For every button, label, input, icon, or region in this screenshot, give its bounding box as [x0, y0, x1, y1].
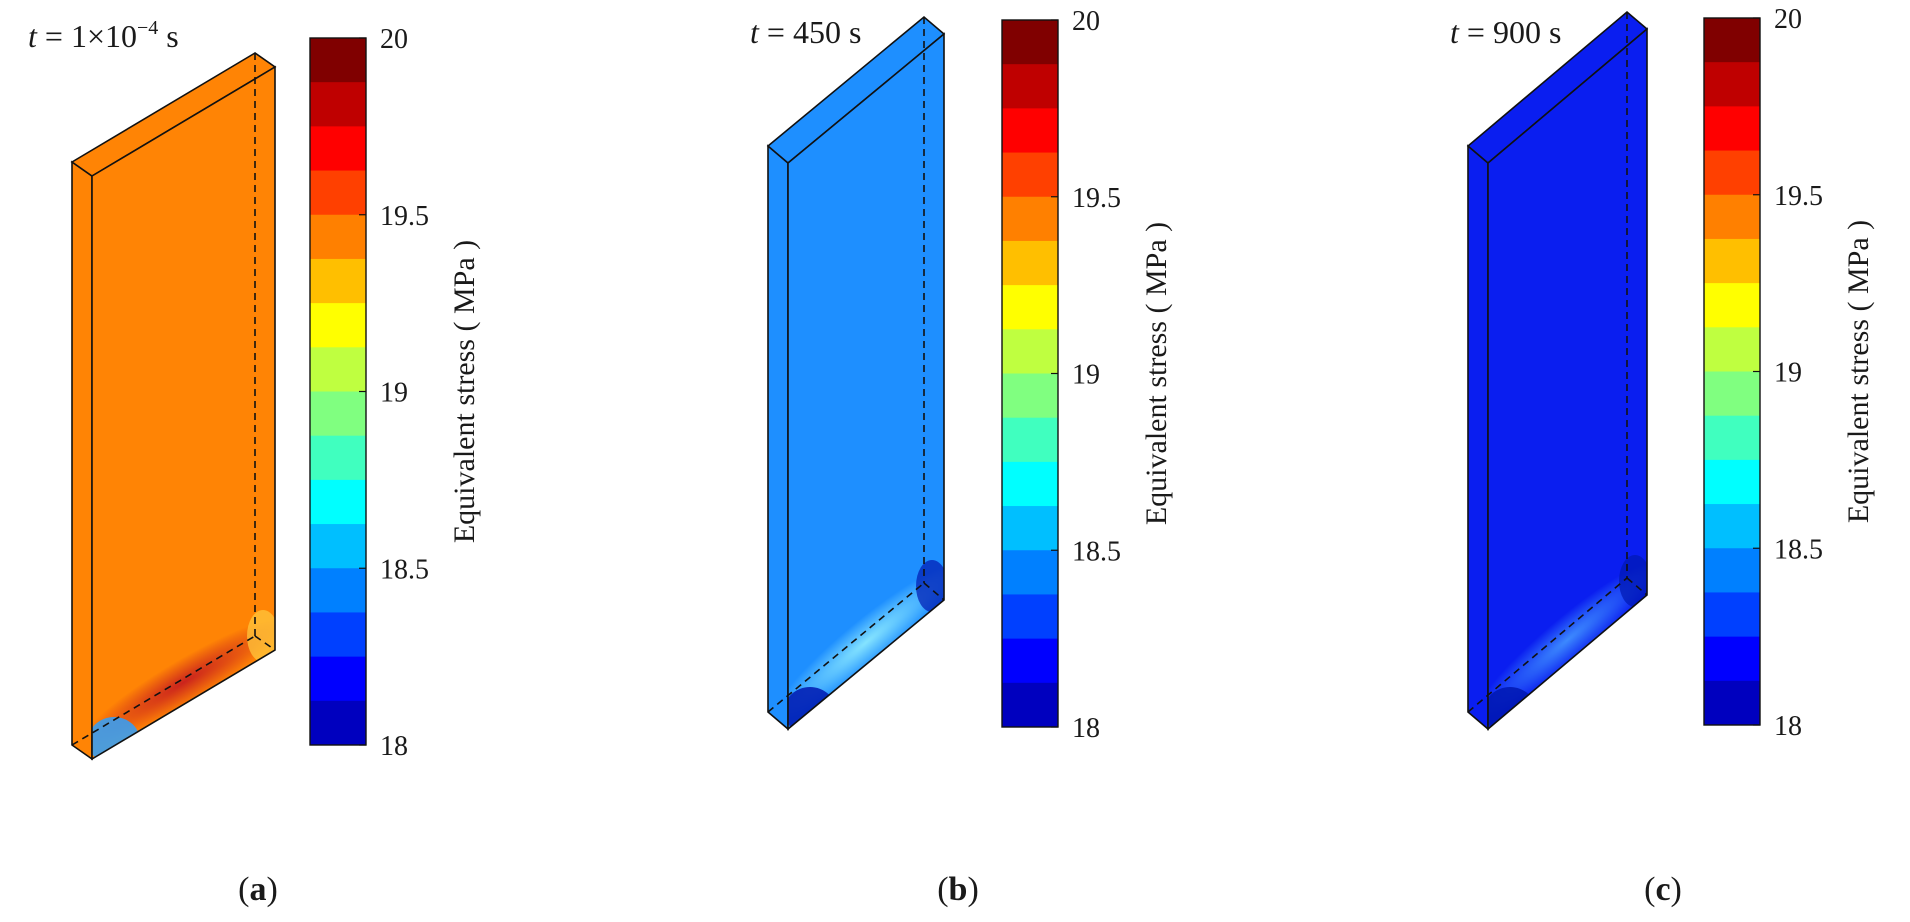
colorbar-tick-label: 20 [380, 24, 408, 55]
colorbar-segment [1704, 592, 1760, 638]
colorbar-tick-label: 19 [1072, 360, 1100, 391]
hotspot-band [92, 618, 275, 747]
colorbar-segment [1704, 238, 1760, 284]
colorbar-segment [310, 524, 366, 569]
colorbar-tick-label: 18.5 [1072, 536, 1121, 567]
colorbar-tick-label: 18 [1072, 713, 1100, 744]
plate-front-face [1488, 29, 1647, 729]
colorbar-tick-label: 18 [1774, 711, 1802, 742]
colorbar-segment [1002, 196, 1058, 242]
colorbar-title: Equivalent stress ( MPa ) [448, 240, 481, 543]
colorbar-title: Equivalent stress ( MPa ) [1140, 222, 1173, 525]
colorbar-segment [310, 391, 366, 437]
panel-caption: (b) [937, 871, 979, 908]
colorbar-tick-label: 20 [1774, 4, 1802, 35]
colorbar-segment [310, 82, 366, 127]
plate-front-face [788, 34, 944, 729]
hidden-edge [1467, 577, 1628, 713]
colorbar-segment [1002, 550, 1058, 595]
plate-3d [1466, 10, 1649, 731]
colorbar-segment [310, 126, 366, 172]
colorbar-tick-label: 19.5 [1774, 181, 1823, 212]
colorbar-segment [1704, 194, 1760, 240]
hotspot-band [788, 564, 944, 721]
colorbar-tick-label: 19 [1774, 358, 1802, 389]
time-label: t = 450 s [750, 14, 861, 50]
colorbar-segment [1704, 548, 1760, 593]
colorbar-segment [1002, 285, 1058, 330]
panel-c: 20 19.5 19 18.5 18 Equivalent stress ( MPa ) t… [1450, 4, 1875, 908]
hidden-edge [1626, 577, 1648, 596]
colorbar-segment [1704, 636, 1760, 682]
colorbar-segment [1704, 459, 1760, 505]
panel-a: 20 19.5 19 18.5 18 Equivalent stress ( MPa ) t… [28, 17, 481, 908]
hidden-edge [254, 635, 276, 651]
colorbar-tick-label: 19 [380, 378, 408, 409]
panel-caption: (a) [238, 871, 278, 908]
plate-side-face [767, 144, 789, 731]
colorbar-segment [310, 479, 366, 525]
colorbar-segment [1002, 108, 1058, 154]
colorbar-segment [310, 347, 366, 392]
plate-3d [70, 52, 277, 761]
colorbar-segment [310, 38, 366, 83]
colorbar-segment [1002, 20, 1058, 65]
plate-front-face [92, 67, 275, 759]
colorbar-segment [1002, 461, 1058, 507]
colorbar-segment [1002, 240, 1058, 286]
colorbar-tick-label: 19.5 [1072, 183, 1121, 214]
colorbar-segment [1002, 506, 1058, 551]
colorbar-segment [310, 214, 366, 260]
hidden-edge [767, 582, 925, 713]
colorbar-segment [1704, 504, 1760, 549]
colorbar-segment [1002, 64, 1058, 109]
hidden-edge [923, 582, 945, 601]
colorbar-segment [1002, 682, 1058, 728]
time-label: t = 900 s [1450, 14, 1561, 50]
colorbar-segment [1704, 371, 1760, 417]
panel-caption: (c) [1644, 871, 1682, 908]
colorbar-tick-label: 20 [1072, 6, 1100, 37]
colorbar-tick-label: 18 [380, 731, 408, 762]
colorbar-title: Equivalent stress ( MPa ) [1842, 220, 1875, 523]
colorbar-segment [1704, 106, 1760, 152]
colorbar-segment [310, 258, 366, 304]
colorbar-segment [1704, 18, 1760, 63]
colorbar: 20 19.5 19 18.5 18 Equivalent stress ( MPa ) [309, 24, 481, 762]
colorbar-segment [1704, 150, 1760, 196]
colorbar-segment [310, 303, 366, 348]
colorbar-segment [1002, 373, 1058, 419]
colorbar-segment [1704, 327, 1760, 372]
plate-3d [766, 15, 946, 731]
colorbar-segment [310, 435, 366, 481]
colorbar-tick-label: 18.5 [1774, 534, 1823, 565]
colorbar-segment [1704, 62, 1760, 107]
colorbar-segment [1002, 417, 1058, 463]
colorbar: 20 19.5 19 18.5 18 Equivalent stress ( MPa ) [1001, 6, 1173, 744]
colorbar-segment [310, 656, 366, 702]
colorbar-segment [1704, 680, 1760, 726]
colorbar-segment [1002, 152, 1058, 198]
colorbar-segment [1002, 329, 1058, 374]
colorbar-segment [1704, 283, 1760, 328]
colorbar-segment [1704, 415, 1760, 461]
colorbar-segment [310, 612, 366, 658]
colorbar-tick-label: 18.5 [380, 554, 429, 585]
colorbar-segment [1002, 638, 1058, 684]
corner-hotspot [92, 717, 140, 759]
colorbar-segment [310, 568, 366, 613]
plate-side-face [71, 160, 93, 761]
colorbar-segment [310, 700, 366, 746]
colorbar-segment [310, 170, 366, 216]
colorbar-tick-label: 19.5 [380, 201, 429, 232]
hotspot-band [1488, 560, 1647, 720]
panel-b: 20 19.5 19 18.5 18 Equivalent stress ( MPa ) t… [750, 6, 1173, 908]
colorbar-segment [1002, 594, 1058, 640]
plate-side-face [1467, 144, 1489, 731]
colorbar: 20 19.5 19 18.5 18 Equivalent stress ( MPa ) [1703, 4, 1875, 742]
time-label: t = 1×10−4 s [28, 17, 179, 54]
